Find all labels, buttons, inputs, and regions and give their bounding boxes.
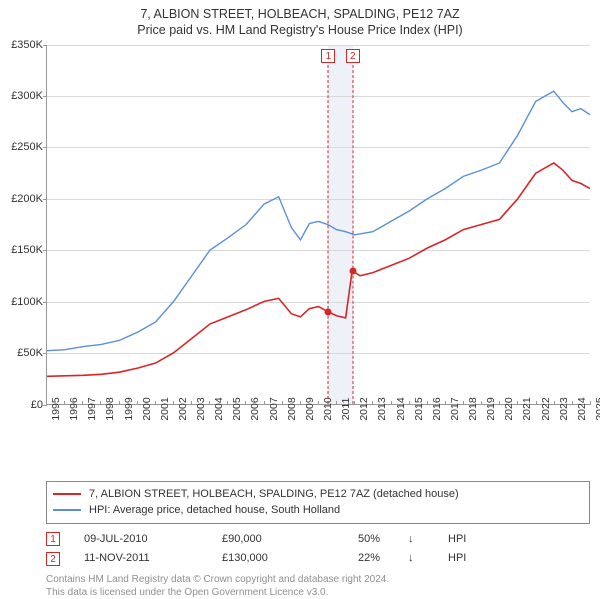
down-arrow-icon: ↓ [408,530,420,550]
y-axis-label: £0 [3,399,43,411]
legend-row: 7, ALBION STREET, HOLBEACH, SPALDING, PE… [53,486,583,503]
marker-point [349,267,356,274]
y-axis-label: £300K [3,90,43,102]
y-axis-label: £250K [3,141,43,153]
y-axis-label: £350K [3,39,43,51]
y-axis-label: £100K [3,296,43,308]
x-axis-labels: 1995199619971998199920002001200220032004… [46,405,590,441]
chart-title: 7, ALBION STREET, HOLBEACH, SPALDING, PE… [0,0,600,41]
transaction-vs: HPI [448,530,466,550]
transaction-row: 1 09-JUL-2010 £90,000 50% ↓ HPI [46,530,590,550]
x-tick [590,401,591,405]
down-arrow-icon: ↓ [408,549,420,569]
transaction-flag: 1 [46,532,60,546]
marker-point [325,308,332,315]
chart-lines-svg [47,45,590,404]
y-axis-label: £150K [3,244,43,256]
attribution-line: This data is licensed under the Open Gov… [46,586,590,599]
transaction-vs: HPI [448,549,466,569]
transaction-pct: 22% [330,549,380,569]
transaction-row: 2 11-NOV-2011 £130,000 22% ↓ HPI [46,549,590,569]
legend-swatch [53,509,81,511]
attribution: Contains HM Land Registry data © Crown c… [46,573,590,599]
attribution-line: Contains HM Land Registry data © Crown c… [46,573,590,586]
y-axis-label: £50K [3,347,43,359]
transaction-flag: 2 [46,552,60,566]
transactions-table: 1 09-JUL-2010 £90,000 50% ↓ HPI 2 11-NOV… [46,530,590,570]
marker-flag: 2 [346,49,360,63]
legend-label: 7, ALBION STREET, HOLBEACH, SPALDING, PE… [89,486,459,503]
legend: 7, ALBION STREET, HOLBEACH, SPALDING, PE… [46,481,590,524]
legend-row: HPI: Average price, detached house, Sout… [53,502,583,519]
transaction-price: £130,000 [222,549,302,569]
y-axis-label: £200K [3,193,43,205]
transaction-date: 11-NOV-2011 [84,549,194,569]
series-line-price_paid [47,162,590,375]
series-line-hpi [47,91,590,350]
title-line-2: Price paid vs. HM Land Registry's House … [0,22,600,38]
transaction-pct: 50% [330,530,380,550]
legend-label: HPI: Average price, detached house, Sout… [89,502,340,519]
legend-swatch [53,493,81,495]
chart-plot-area: £0£50K£100K£150K£200K£250K£300K£350K12 [46,45,590,405]
transaction-price: £90,000 [222,530,302,550]
marker-flag: 1 [321,49,335,63]
x-axis-label: 2025 [594,397,600,420]
title-line-1: 7, ALBION STREET, HOLBEACH, SPALDING, PE… [0,6,600,22]
transaction-date: 09-JUL-2010 [84,530,194,550]
